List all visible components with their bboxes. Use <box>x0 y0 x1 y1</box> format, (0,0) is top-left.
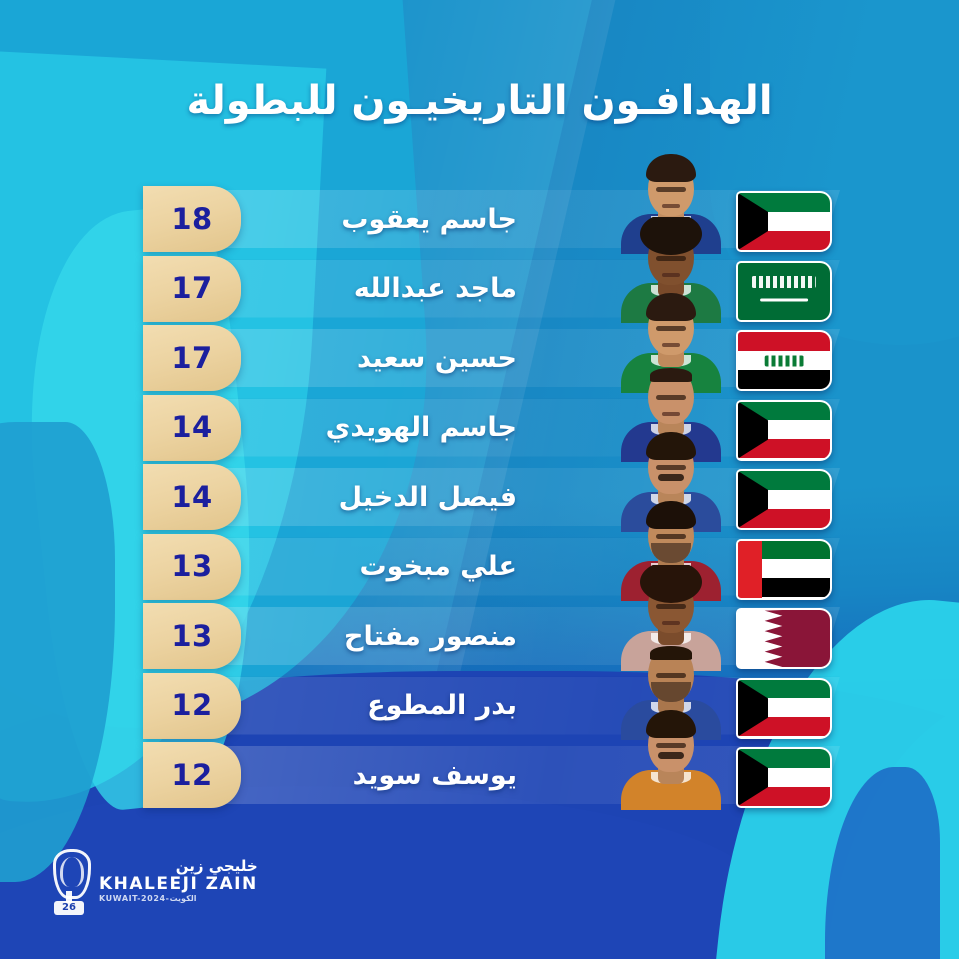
table-row[interactable]: 17 ماجد عبدالله <box>143 217 859 326</box>
table-row[interactable]: 17 حسين سعيد <box>143 292 859 395</box>
goals-badge: 17 <box>143 255 241 322</box>
uae-flag <box>736 538 832 600</box>
goals-badge: 13 <box>143 533 241 600</box>
table-row[interactable]: 13 علي مبخوت <box>143 501 859 604</box>
table-row[interactable]: 18 جاسم يعقوب <box>143 153 859 256</box>
player-name: علي مبخوت <box>359 551 517 582</box>
goals-badge: 18 <box>143 186 241 252</box>
player-name: جاسم يعقوب <box>341 203 517 235</box>
player-name: بدر المطوع <box>367 690 517 721</box>
goals-badge: 14 <box>143 464 241 530</box>
goals-value: 14 <box>171 479 213 514</box>
goals-badge: 13 <box>143 603 241 669</box>
table-row[interactable]: 14 جاسم الهويدي <box>143 368 859 465</box>
logo-arabic: خليجي زين <box>175 857 258 876</box>
player-portrait <box>615 704 727 810</box>
logo-subtitle: KUWAIT-2024-الكويت <box>99 893 197 903</box>
table-row[interactable]: 12 بدر المطوع <box>143 646 859 743</box>
kuwait-flag <box>736 399 832 461</box>
goals-value: 17 <box>171 271 213 305</box>
goals-value: 14 <box>171 410 213 444</box>
kuwait-flag <box>736 747 832 808</box>
goals-badge: 17 <box>143 325 241 391</box>
kuwait-flag <box>736 191 832 252</box>
qatar-flag <box>736 608 832 669</box>
goals-badge: 14 <box>143 394 241 461</box>
kuwait-flag <box>736 469 832 530</box>
table-row[interactable]: 13 منصور مفتاح <box>143 564 859 673</box>
goals-value: 12 <box>171 688 213 722</box>
goals-value: 17 <box>171 340 213 375</box>
player-name: جاسم الهويدي <box>325 412 517 443</box>
table-row[interactable]: 12 يوسف سويد <box>143 709 859 812</box>
player-name: حسين سعيد <box>356 342 517 374</box>
goals-value: 13 <box>171 618 213 653</box>
logo-english: KHALEEJI ZAIN <box>99 873 258 894</box>
kuwait-flag <box>736 677 832 739</box>
player-name: يوسف سويد <box>352 759 517 791</box>
saudi-arabia-flag <box>736 260 832 322</box>
trophy-icon: 26 <box>48 847 91 915</box>
goals-value: 12 <box>171 757 213 792</box>
logo-text-block: خليجي زين KHALEEJI ZAIN KUWAIT-2024-الكو… <box>99 858 258 903</box>
goals-value: 13 <box>171 549 213 583</box>
tournament-logo: 26 خليجي زين KHALEEJI ZAIN KUWAIT-2024-ا… <box>48 847 258 915</box>
edition-number: 26 <box>62 902 76 913</box>
player-name: منصور مفتاح <box>344 620 517 652</box>
player-name: ماجد عبدالله <box>353 273 517 304</box>
scorers-list: 18 جاسم يعقوب <box>143 153 859 812</box>
goals-badge: 12 <box>143 672 241 739</box>
goals-badge: 12 <box>143 742 241 808</box>
goals-value: 18 <box>171 201 213 236</box>
table-row[interactable]: 14 فيصل الدخيل <box>143 431 859 534</box>
player-name: فيصل الدخيل <box>338 481 517 513</box>
iraq-flag <box>736 330 832 391</box>
page-title: الهدافـون التاريخيـون للبطولة <box>186 78 773 124</box>
